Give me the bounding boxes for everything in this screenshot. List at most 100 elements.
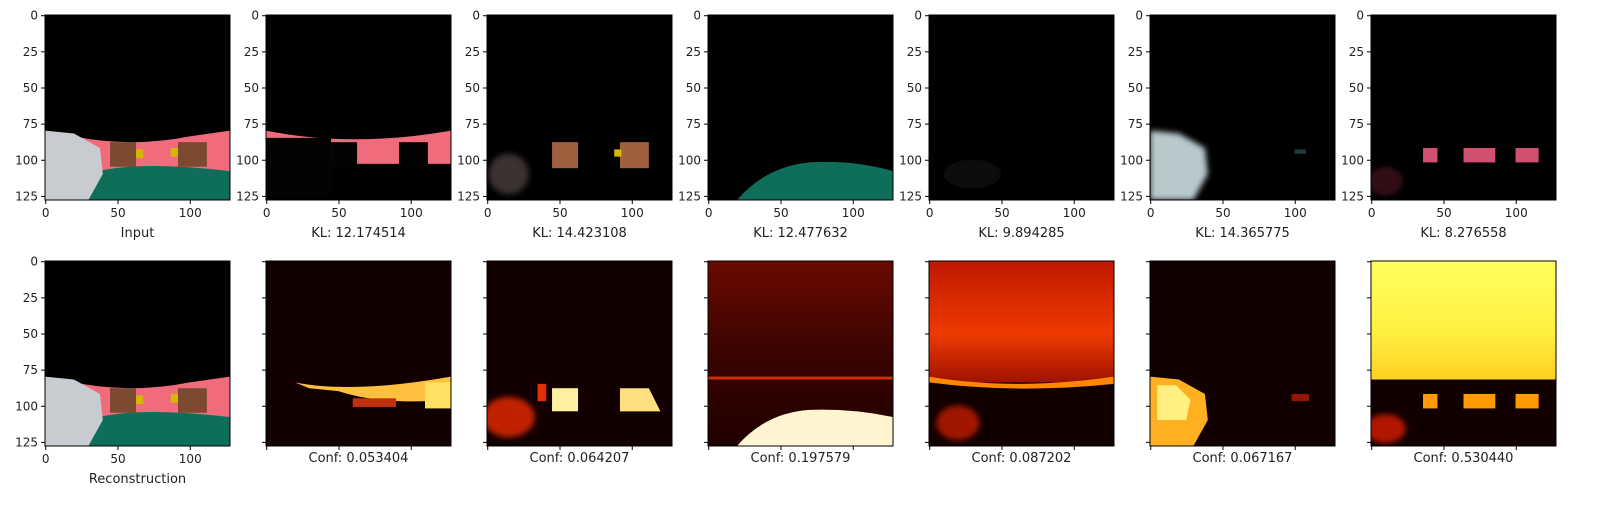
y-tick-label: 75 bbox=[23, 363, 38, 377]
heat-hotspot bbox=[1515, 393, 1539, 409]
y-tick-label: 100 bbox=[15, 399, 38, 413]
y-tick-label: 25 bbox=[686, 45, 701, 59]
y-tick-label: 100 bbox=[1120, 153, 1143, 167]
image-background bbox=[266, 261, 451, 446]
x-tick-label: 0 bbox=[926, 206, 934, 220]
image-panel: 0 50 100 0 25 50 75 100 125 KL: 12.174514 bbox=[236, 9, 452, 241]
image-content bbox=[45, 15, 230, 200]
x-tick-label: 100 bbox=[179, 206, 202, 220]
y-tick-label: 0 bbox=[251, 9, 259, 23]
x-tick-label: 100 bbox=[179, 452, 202, 466]
y-tick-label: 100 bbox=[15, 153, 38, 167]
image-content bbox=[1150, 15, 1335, 200]
x-tick-label: 100 bbox=[1063, 206, 1086, 220]
image-content bbox=[929, 261, 1114, 446]
road-fragment bbox=[1515, 147, 1539, 163]
image-panel: 0 50 100 0 25 50 75 100 125 KL: 14.423108 bbox=[457, 9, 673, 241]
axes-frame bbox=[707, 260, 894, 447]
axes-frame bbox=[265, 14, 452, 201]
x-tick-label: 50 bbox=[773, 206, 788, 220]
heat-hotspot bbox=[1371, 414, 1406, 444]
y-tick-label: 75 bbox=[686, 117, 701, 131]
y-tick-label: 75 bbox=[907, 117, 922, 131]
panel-caption: Conf: 0.067167 bbox=[1193, 451, 1293, 466]
panel-caption: KL: 14.365775 bbox=[1195, 226, 1290, 241]
axes-frame bbox=[1370, 14, 1557, 201]
image-panel: Conf: 0.064207 bbox=[483, 260, 673, 466]
y-tick-label: 75 bbox=[23, 117, 38, 131]
axes-frame bbox=[1149, 260, 1336, 447]
x-tick-label: 0 bbox=[705, 206, 713, 220]
y-tick-label: 50 bbox=[23, 81, 38, 95]
dark-blob bbox=[331, 142, 358, 169]
heat-hotspot bbox=[537, 383, 547, 402]
axes-frame bbox=[1149, 14, 1336, 201]
car-object bbox=[1150, 130, 1208, 200]
image-panel: 0 50 100 0 25 50 75 100 125 Reconstruction bbox=[15, 255, 231, 487]
panel-caption: KL: 8.276558 bbox=[1420, 226, 1506, 241]
car-object bbox=[45, 130, 103, 200]
image-content bbox=[1150, 261, 1335, 446]
image-content bbox=[929, 15, 1114, 200]
y-tick-label: 100 bbox=[457, 153, 480, 167]
y-tick-label: 125 bbox=[15, 189, 38, 203]
y-tick-label: 25 bbox=[244, 45, 259, 59]
box-object bbox=[177, 388, 207, 413]
x-tick-label: 50 bbox=[331, 206, 346, 220]
panel-caption: Reconstruction bbox=[89, 472, 186, 487]
y-tick-label: 125 bbox=[899, 189, 922, 203]
y-tick-label: 75 bbox=[465, 117, 480, 131]
image-panel: 0 50 100 0 25 50 75 100 125 KL: 9.894285 bbox=[899, 9, 1115, 241]
panel-caption: Conf: 0.197579 bbox=[751, 451, 851, 466]
y-tick-label: 100 bbox=[899, 153, 922, 167]
y-tick-label: 50 bbox=[907, 81, 922, 95]
y-tick-label: 0 bbox=[693, 9, 701, 23]
panel-caption: Conf: 0.064207 bbox=[530, 451, 630, 466]
ground-region bbox=[88, 411, 230, 446]
panel-caption: Input bbox=[121, 226, 155, 241]
y-tick-label: 100 bbox=[236, 153, 259, 167]
y-tick-label: 125 bbox=[1341, 189, 1364, 203]
x-tick-label: 50 bbox=[552, 206, 567, 220]
heat-hotspot bbox=[294, 376, 451, 402]
y-tick-label: 125 bbox=[457, 189, 480, 203]
image-panel: Conf: 0.530440 bbox=[1367, 260, 1557, 466]
y-tick-label: 125 bbox=[15, 435, 38, 449]
ground-region bbox=[736, 161, 893, 200]
y-tick-label: 50 bbox=[1128, 81, 1143, 95]
ghost-blob bbox=[488, 153, 529, 195]
x-tick-label: 0 bbox=[42, 452, 50, 466]
image-content bbox=[266, 15, 451, 200]
x-tick-label: 50 bbox=[994, 206, 1009, 220]
y-tick-label: 75 bbox=[1128, 117, 1143, 131]
y-tick-label: 100 bbox=[678, 153, 701, 167]
y-tick-label: 75 bbox=[1349, 117, 1364, 131]
y-tick-label: 25 bbox=[1349, 45, 1364, 59]
axes-frame bbox=[707, 14, 894, 201]
y-tick-label: 0 bbox=[914, 9, 922, 23]
x-tick-label: 100 bbox=[1505, 206, 1528, 220]
image-panel: Conf: 0.087202 bbox=[925, 260, 1115, 466]
y-tick-label: 0 bbox=[30, 255, 38, 269]
y-tick-label: 0 bbox=[472, 9, 480, 23]
image-panel: 0 50 100 0 25 50 75 100 125 KL: 12.477632 bbox=[678, 9, 894, 241]
y-tick-label: 50 bbox=[23, 327, 38, 341]
y-tick-label: 50 bbox=[244, 81, 259, 95]
yellow-object bbox=[136, 149, 144, 159]
x-tick-label: 100 bbox=[1284, 206, 1307, 220]
heat-hotspot bbox=[352, 398, 397, 407]
y-tick-label: 125 bbox=[1120, 189, 1143, 203]
image-panel: 0 50 100 0 25 50 75 100 125 KL: 14.365775 bbox=[1120, 9, 1336, 241]
x-tick-label: 0 bbox=[1368, 206, 1376, 220]
dark-blob bbox=[398, 142, 428, 169]
y-tick-label: 25 bbox=[907, 45, 922, 59]
x-tick-label: 100 bbox=[400, 206, 423, 220]
heat-hotspot bbox=[936, 405, 980, 441]
yellow-object bbox=[136, 395, 144, 405]
heat-hotspot bbox=[1157, 385, 1191, 420]
image-content bbox=[1371, 261, 1556, 446]
image-panel: Conf: 0.067167 bbox=[1146, 260, 1336, 466]
panel-caption: KL: 12.174514 bbox=[311, 226, 406, 241]
y-tick-label: 25 bbox=[1128, 45, 1143, 59]
